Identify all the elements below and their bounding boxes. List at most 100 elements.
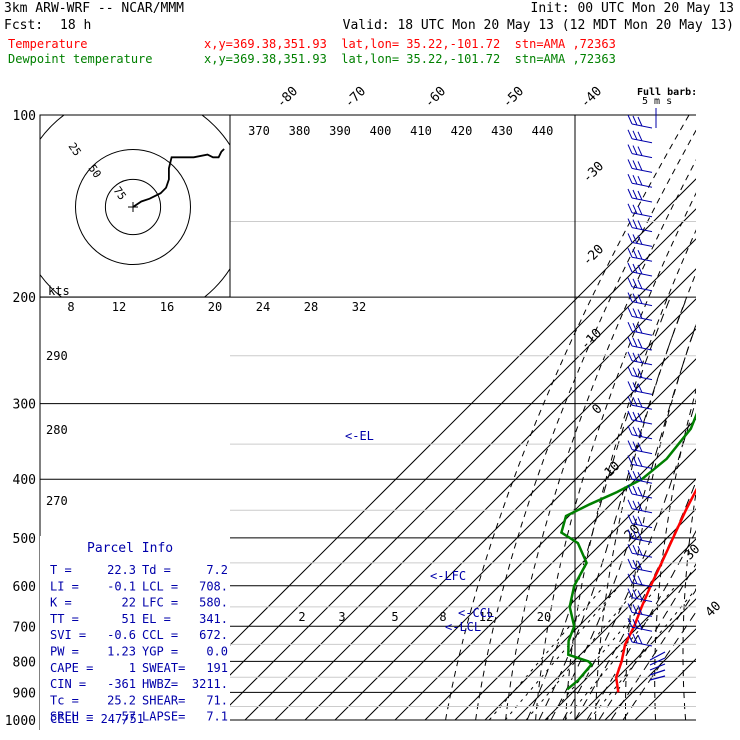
isotherm-line	[304, 328, 696, 721]
parcel-key: YGP =	[142, 645, 178, 659]
wind-barb-flag	[627, 381, 633, 391]
mixing-ratio-label: 20	[537, 610, 551, 624]
parcel-key: TT =	[50, 612, 79, 626]
wind-barb-flag	[632, 160, 638, 170]
dewpoint-legend: Dewpoint temperature	[8, 52, 153, 66]
theta-label: 420	[451, 124, 473, 138]
wind-barb-flag	[632, 515, 638, 525]
wind-barb-flag	[627, 499, 633, 510]
wind-barb-flag	[632, 589, 638, 599]
parcel-key: LFC =	[142, 596, 178, 610]
parcel-key: SREH =	[50, 710, 93, 724]
dewpoint-trace	[559, 412, 696, 691]
parcel-value: 7.2	[206, 563, 228, 577]
wind-barb-flag	[632, 145, 638, 155]
wind-barb-flag	[627, 573, 633, 584]
mixing-top-label: 20	[208, 300, 222, 314]
parcel-cell: CELL = 247/51	[50, 712, 144, 726]
level-marker-el: <-EL	[345, 429, 374, 443]
wind-barb-flag	[637, 220, 643, 230]
parcel-key: EL =	[142, 612, 171, 626]
pressure-label-1000: 1000	[5, 714, 36, 729]
pressure-label-300: 300	[13, 398, 36, 413]
isotherm-label: -50	[500, 84, 527, 111]
parcel-value: 22.3	[107, 563, 136, 577]
wind-barb-flag	[632, 500, 638, 511]
theta-left-label: 290	[46, 349, 68, 363]
wind-barb-flag	[637, 338, 643, 349]
pressure-label-600: 600	[13, 580, 36, 595]
isotherm-line	[244, 268, 696, 721]
wind-barb-flag	[632, 278, 638, 289]
pressure-label-200: 200	[13, 291, 36, 306]
wind-barb-flag	[637, 353, 643, 364]
wind-barb-flag	[637, 383, 643, 393]
wind-barb-flag	[632, 367, 638, 377]
hodograph-ring	[104, 178, 162, 236]
wind-barb-flag	[627, 233, 633, 243]
wind-barb-flag	[637, 531, 643, 541]
wind-barb-flag	[637, 294, 643, 304]
wind-barb-flag	[627, 277, 633, 288]
theta-left-label: 280	[46, 423, 68, 437]
wind-barb-flag	[632, 411, 638, 422]
isotherm-line	[214, 238, 696, 721]
wind-barb-flag	[637, 457, 643, 467]
parcel-key: LCL =	[142, 579, 178, 593]
wind-barb-flag	[632, 618, 638, 629]
wind-barb-flag	[627, 321, 633, 332]
wind-barb-flag	[632, 382, 638, 392]
barb-unit-label: 5 m s	[642, 96, 672, 107]
isotherm-label: 40	[703, 599, 725, 621]
temperature-trace	[614, 487, 696, 693]
wind-barb-flag	[627, 529, 633, 539]
parcel-value: 1.23	[107, 645, 136, 659]
valid-time: Valid: 18 UTC Mon 20 May 13 (12 MDT Mon …	[342, 18, 734, 33]
wind-barb-flag	[627, 292, 633, 302]
parcel-value: 708.	[199, 579, 228, 593]
wind-barb-flag	[632, 248, 638, 259]
wind-barb-flag	[632, 352, 638, 363]
wind-barb-flag	[637, 560, 643, 571]
wind-barb-flag	[632, 293, 638, 303]
parcel-key: CCL =	[142, 628, 178, 642]
isotherm-line	[334, 358, 696, 721]
wind-barb-flag	[627, 159, 633, 169]
parcel-key: K =	[50, 596, 72, 610]
hodograph-ring	[75, 149, 191, 265]
mixing-ratio-lines	[488, 585, 696, 721]
hodograph-ring-label: 75	[111, 184, 129, 202]
wind-barb-flag	[632, 308, 638, 318]
sounding-profiles	[559, 412, 696, 693]
wind-barb-flag	[627, 307, 633, 317]
wind-barb-flag	[637, 205, 643, 216]
dewpoint-station-info: x,y=369.38,351.93 lat,lon= 35.22,-101.72…	[204, 52, 616, 66]
hodograph-trace	[132, 148, 225, 208]
mixing-ratio-label: 12	[479, 610, 493, 624]
isotherm-label: -70	[342, 84, 369, 111]
wind-barb-flag	[632, 130, 638, 141]
wind-barb-flag	[627, 351, 633, 362]
wind-barb-flag	[627, 262, 633, 273]
wind-barb-flag	[627, 366, 633, 376]
wind-barb-flag	[627, 543, 633, 554]
isotherm-label: -10	[578, 326, 605, 353]
pressure-label-800: 800	[13, 655, 36, 670]
wind-barb-flag	[627, 247, 633, 258]
wind-barb-flag	[637, 131, 643, 142]
wind-barb-flag	[627, 203, 633, 214]
wind-barb-flag	[627, 144, 633, 154]
wind-barbs: Full barb:5 m s	[627, 87, 697, 681]
wind-barb-flag	[627, 114, 633, 125]
mixing-top-label: 24	[256, 300, 270, 314]
wind-barb-flag	[627, 603, 633, 613]
wind-barb-flag	[627, 410, 633, 421]
wind-barb-flag	[637, 309, 643, 319]
level-marker-lcl: <-LCL	[445, 620, 481, 634]
wind-barb-flag	[627, 484, 633, 495]
wind-barb-flag	[637, 486, 643, 497]
isotherm-line	[184, 208, 696, 721]
isotherm-line	[544, 568, 696, 721]
wind-barb-flag	[637, 161, 643, 171]
parcel-key: LI =	[50, 579, 79, 593]
